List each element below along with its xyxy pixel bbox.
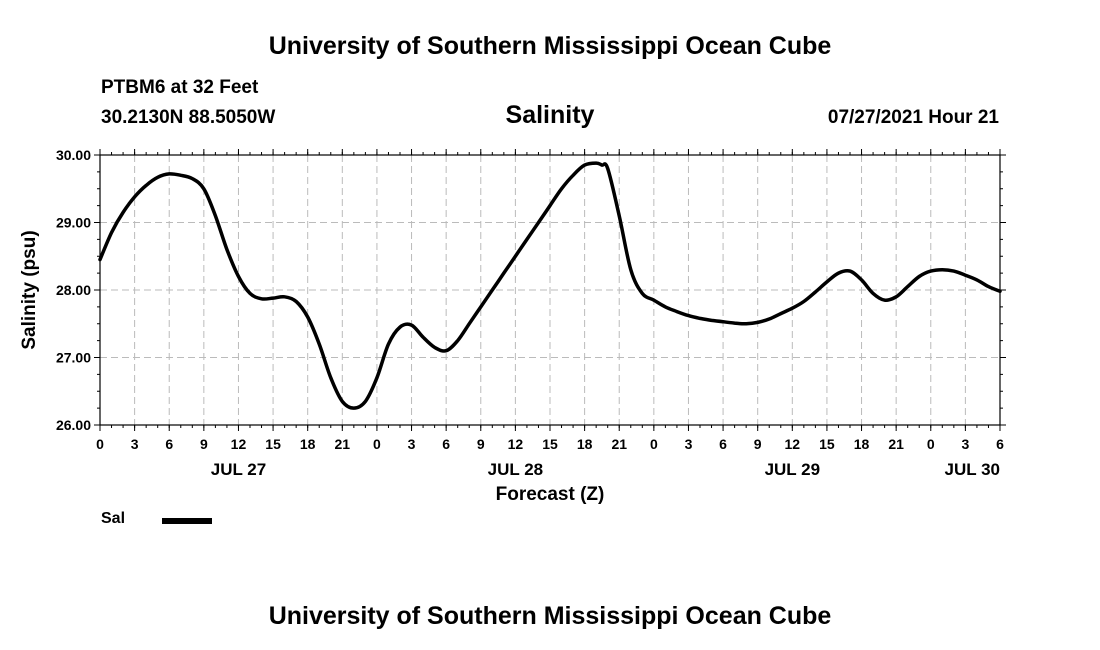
x-tick-label: 3 xyxy=(408,436,416,452)
y-tick-label: 30.00 xyxy=(56,147,91,163)
x-tick-label: 3 xyxy=(131,436,139,452)
x-tick-label: 3 xyxy=(685,436,693,452)
x-tick-label: 9 xyxy=(477,436,485,452)
x-tick-label: 21 xyxy=(611,436,627,452)
grid-layer xyxy=(100,155,1000,425)
y-tick-label: 29.00 xyxy=(56,215,91,231)
x-tick-label: 12 xyxy=(785,436,801,452)
x-tick-label: 15 xyxy=(542,436,558,452)
date-label: JUL 29 xyxy=(765,460,820,479)
timestamp-label: 07/27/2021 Hour 21 xyxy=(827,107,999,128)
legend-label: Sal xyxy=(101,510,126,527)
x-tick-label: 6 xyxy=(719,436,727,452)
chart-title: Salinity xyxy=(505,101,595,129)
y-axis-label: Salinity (psu) xyxy=(19,230,40,349)
y-tick-label: 28.00 xyxy=(56,282,91,298)
x-tick-label: 0 xyxy=(650,436,658,452)
x-tick-label: 21 xyxy=(888,436,904,452)
x-tick-label: 0 xyxy=(373,436,381,452)
x-tick-label: 12 xyxy=(508,436,524,452)
legend-swatch xyxy=(162,518,212,524)
x-tick-label: 0 xyxy=(96,436,104,452)
x-tick-label: 18 xyxy=(300,436,316,452)
x-tick-label: 6 xyxy=(165,436,173,452)
x-tick-label: 6 xyxy=(442,436,450,452)
y-tick-label: 26.00 xyxy=(56,417,91,433)
x-tick-label: 0 xyxy=(927,436,935,452)
x-tick-label: 12 xyxy=(231,436,247,452)
x-tick-label: 9 xyxy=(200,436,208,452)
label-layer: 26.00 27.00 28.00 29.00 30.00 0 3 6 9 12 15 18 21 0 3 6… xyxy=(56,147,1004,479)
x-axis-label: Forecast (Z) xyxy=(496,484,605,505)
x-tick-label: 3 xyxy=(961,436,969,452)
y-tick-label: 27.00 xyxy=(56,350,91,366)
x-tick-label: 15 xyxy=(819,436,835,452)
x-tick-label: 18 xyxy=(577,436,593,452)
date-label: JUL 30 xyxy=(945,460,1000,479)
footer-title: University of Southern Mississippi Ocean… xyxy=(268,602,832,630)
x-tick-label: 6 xyxy=(996,436,1004,452)
page-title: University of Southern Mississippi Ocean… xyxy=(268,32,832,60)
date-label: JUL 28 xyxy=(488,460,543,479)
station-label: PTBM6 at 32 Feet xyxy=(101,77,259,98)
series-line-sal xyxy=(98,161,1002,410)
x-tick-label: 9 xyxy=(754,436,762,452)
x-tick-label: 15 xyxy=(265,436,281,452)
x-tick-label: 18 xyxy=(854,436,870,452)
coordinates-label: 30.2130N 88.5050W xyxy=(101,107,276,128)
date-label: JUL 27 xyxy=(211,460,266,479)
x-tick-label: 21 xyxy=(335,436,351,452)
